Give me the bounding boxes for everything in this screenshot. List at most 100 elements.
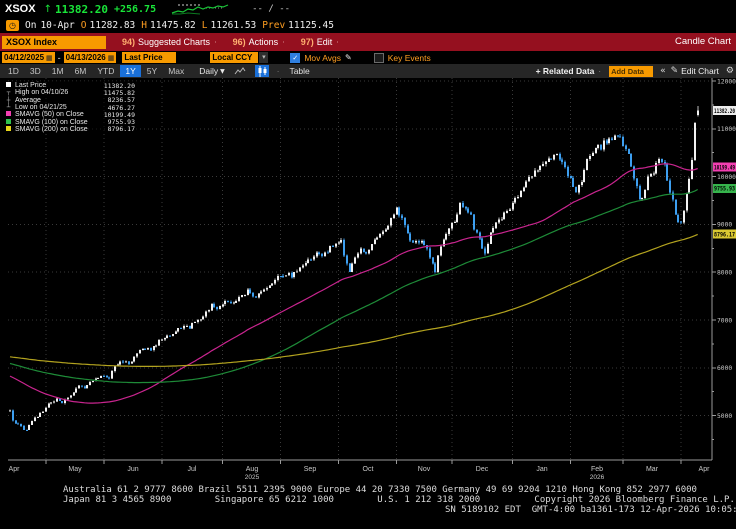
legend-row: ┬ High on 04/10/26 11475.82: [2, 89, 138, 97]
add-data-input[interactable]: [609, 65, 654, 77]
quote-header: XSOX ↑ 11382.20 +256.75 -- / --: [0, 0, 736, 18]
svg-text:Feb: Feb: [591, 466, 603, 473]
legend-row: Last Price 11382.20: [2, 81, 138, 90]
open-label: O: [80, 20, 87, 31]
settings-gear-icon[interactable]: ⚙: [725, 66, 734, 76]
line-chart-icon: [234, 67, 246, 75]
table-button[interactable]: Table: [289, 66, 310, 76]
session-date: 10-Apr: [40, 20, 75, 31]
mov-avgs-checkbox[interactable]: ✓: [290, 52, 301, 63]
period-tab-1m[interactable]: 1M: [51, 66, 64, 76]
legend-row: ┼ Average 8236.57: [2, 96, 138, 105]
last-price: 11382.20: [54, 2, 108, 16]
chart-type-label: Candle Chart: [675, 36, 731, 47]
legend-label: SMAVG (50) on Close: [15, 111, 84, 119]
edit-chart-button[interactable]: Edit Chart: [681, 66, 719, 76]
menu-item-label: Edit: [316, 37, 333, 47]
frequency-select[interactable]: Daily: [199, 66, 219, 76]
svg-text:Aug: Aug: [246, 466, 259, 473]
mov-avgs-edit-pencil-icon[interactable]: ✎: [345, 53, 352, 62]
candle-chart-button[interactable]: [254, 65, 269, 77]
legend-row: SMAVG (50) on Close 10199.49: [2, 111, 138, 119]
svg-text:Nov: Nov: [418, 466, 431, 473]
price-chart[interactable]: 5000 6000 7000 8000 9000 10000 11000 12000 Apr Ma…: [0, 78, 736, 484]
footer-terminal-info: SN 5189102 EDT GMT-4:00 ba1361-173 12-Ap…: [445, 505, 736, 515]
legend-value: 11382.20: [103, 81, 135, 90]
svg-text:Oct: Oct: [363, 466, 374, 473]
svg-text:9755.93: 9755.93: [714, 186, 735, 193]
svg-text:9000: 9000: [717, 222, 732, 229]
legend-swatch: [6, 118, 11, 124]
period-tab-3d[interactable]: 3D: [29, 66, 41, 76]
menu-item-suggested-charts[interactable]: 94) Suggested Charts ·: [122, 37, 217, 47]
key-events-checkbox[interactable]: [373, 52, 384, 63]
legend-row: SMAVG (200) on Close 8796.17: [2, 125, 138, 133]
intraday-sparkline: [171, 4, 229, 15]
date-range-separator: -: [57, 52, 61, 63]
svg-text:10199.49: 10199.49: [714, 165, 735, 172]
svg-text:2025: 2025: [245, 474, 260, 481]
footer-contacts-line1: Australia 61 2 9777 8600 Brazil 5511 239…: [63, 485, 697, 495]
sma-200-line: [9, 233, 698, 367]
function-menubar: XSOX Index 94) Suggested Charts · 96) Action…: [0, 33, 736, 51]
edit-pencil-icon[interactable]: ✎: [670, 66, 679, 76]
legend-row: SMAVG (100) on Close 9755.93: [2, 118, 138, 127]
high-value: 11475.82: [150, 20, 196, 31]
period-tab-6m[interactable]: 6M: [74, 66, 87, 76]
legend-label: Average: [15, 96, 41, 104]
calendar-icon: ▦: [46, 53, 53, 62]
menu-item-edit[interactable]: 97) Edit ·: [301, 37, 339, 47]
chart-legend[interactable]: Last Price 11382.20 ┬ High on 04/10/26 11475…: [2, 81, 138, 135]
svg-text:8000: 8000: [717, 270, 732, 277]
session-stats: ◷ On 10-Apr O 11282.83 H 11475.82 L 1126…: [0, 18, 736, 33]
svg-text:10000: 10000: [717, 174, 736, 181]
related-data-button[interactable]: + Related Data: [535, 66, 595, 76]
svg-text:Jul: Jul: [188, 466, 197, 473]
svg-text:Sep: Sep: [304, 466, 317, 473]
chart-area: 5000 6000 7000 8000 9000 10000 11000 12000 Apr Ma…: [0, 78, 736, 484]
currency-select[interactable]: Local CCY: [210, 52, 259, 63]
period-tab-ytd[interactable]: YTD: [97, 66, 115, 76]
svg-text:11000: 11000: [717, 126, 736, 133]
svg-text:7000: 7000: [717, 317, 732, 324]
security-input[interactable]: XSOX Index: [2, 35, 106, 49]
menu-item-label: Suggested Charts: [138, 37, 211, 47]
menu-item-number: 97): [300, 37, 314, 47]
legend-value: 4676.27: [107, 103, 135, 112]
menu-item-actions[interactable]: 96) Actions ·: [233, 37, 285, 47]
collapse-panel-icon[interactable]: «: [660, 66, 666, 76]
period-tabs: 1D 3D 1M 6M YTD 1Y 5Y Max: [2, 65, 189, 77]
line-chart-button[interactable]: [233, 65, 247, 77]
prev-value: 11125.45: [288, 20, 334, 31]
candles: [9, 106, 699, 431]
prev-label: Prev: [262, 20, 286, 31]
legend-label: SMAVG (200) on Close: [15, 125, 88, 133]
date-to-input[interactable]: 04/13/2026 ▦: [63, 52, 117, 63]
legend-value: 8236.57: [107, 96, 135, 105]
legend-marker-icon: ┼: [6, 96, 11, 104]
alert-clock-icon[interactable]: ◷: [6, 20, 19, 31]
legend-label: High on 04/10/26: [15, 89, 69, 97]
period-tab-1y[interactable]: 1Y: [120, 65, 141, 77]
sma-100-line: [9, 188, 698, 384]
period-tab-1d[interactable]: 1D: [8, 66, 19, 76]
svg-text:Dec: Dec: [476, 466, 489, 473]
svg-text:May: May: [68, 466, 82, 473]
legend-value: 9755.93: [107, 118, 135, 127]
candle-chart-icon: [258, 65, 267, 77]
period-tab-max[interactable]: Max: [168, 66, 185, 76]
svg-text:6000: 6000: [717, 365, 732, 372]
legend-marker-icon: ┴: [6, 104, 11, 112]
calendar-icon: ▦: [107, 53, 115, 62]
date-from-input[interactable]: 04/12/2025 ▦: [2, 52, 55, 63]
sma-50-line: [9, 163, 698, 404]
legend-swatch: [6, 125, 11, 131]
field-select[interactable]: Last Price: [122, 52, 177, 63]
related-data-caret: ·: [598, 66, 602, 76]
chart-toolbar: 04/12/2025 ▦ - 04/13/2026 ▦ Last Price Loc…: [0, 51, 736, 64]
period-tab-5y[interactable]: 5Y: [146, 66, 158, 76]
period-bar-right: + Related Data · « ✎ Edit Chart ⚙: [536, 65, 734, 77]
svg-text:Jan: Jan: [536, 466, 547, 473]
currency-dropdown-icon[interactable]: ▾: [259, 52, 269, 63]
